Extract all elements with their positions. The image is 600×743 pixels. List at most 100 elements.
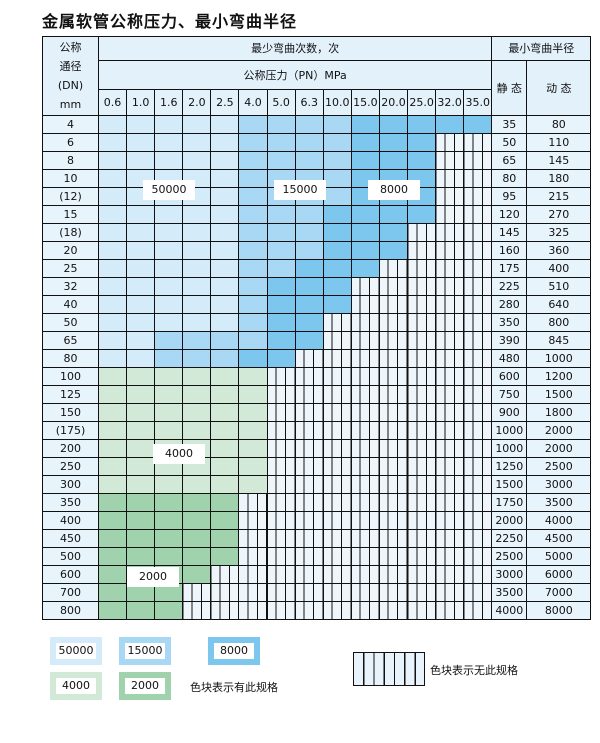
unavailable-cell	[463, 169, 493, 188]
unavailable-cell	[407, 421, 437, 440]
available-cell	[97, 205, 128, 224]
unavailable-cell	[322, 385, 352, 404]
available-cell	[154, 385, 184, 404]
dn-cell: 10	[42, 169, 99, 188]
dn-cell: (18)	[42, 223, 99, 242]
unavailable-cell	[463, 439, 493, 458]
unavailable-cell	[435, 277, 465, 296]
unavailable-cell	[350, 349, 380, 368]
available-cell	[154, 493, 184, 512]
pressure-col-header: 20.0	[378, 89, 409, 116]
available-cell	[154, 403, 184, 422]
unavailable-cell	[378, 565, 409, 584]
available-cell	[238, 385, 268, 404]
unavailable-cell	[350, 277, 380, 296]
dn-cell: 15	[42, 205, 99, 224]
available-cell	[238, 277, 268, 296]
unavailable-cell	[435, 187, 465, 206]
table-row: 50 350 800	[42, 313, 592, 332]
available-cell	[154, 133, 184, 152]
available-cell	[182, 565, 212, 584]
unavailable-cell	[463, 529, 493, 548]
pressure-col-header: 4.0	[238, 89, 268, 116]
unavailable-cell	[322, 331, 352, 350]
dn-cell: 20	[42, 241, 99, 260]
available-cell	[238, 169, 268, 188]
available-cell	[238, 223, 268, 242]
unavailable-cell	[407, 385, 437, 404]
available-cell	[350, 259, 380, 278]
dn-cell: 40	[42, 295, 99, 314]
available-cell	[210, 259, 240, 278]
unavailable-cell	[407, 601, 437, 620]
available-cell	[210, 385, 240, 404]
unavailable-cell	[350, 421, 380, 440]
unavailable-cell	[378, 583, 409, 602]
available-cell	[210, 295, 240, 314]
dynamic-radius-cell: 2000	[526, 421, 592, 440]
available-cell	[210, 493, 240, 512]
unavailable-cell	[463, 547, 493, 566]
unavailable-cell	[266, 385, 296, 404]
dynamic-header: 动 态	[526, 60, 592, 116]
unavailable-cell	[463, 601, 493, 620]
dynamic-radius-cell: 2500	[526, 457, 592, 476]
available-cell	[294, 313, 324, 332]
dynamic-radius-cell: 1200	[526, 367, 592, 386]
available-cell	[182, 493, 212, 512]
static-radius-cell: 480	[491, 349, 528, 368]
unavailable-cell	[350, 331, 380, 350]
dynamic-radius-cell: 800	[526, 313, 592, 332]
unavailable-cell	[378, 295, 409, 314]
unavailable-cell	[294, 403, 324, 422]
available-cell	[210, 223, 240, 242]
unavailable-cell	[294, 511, 324, 530]
unavailable-cell	[435, 133, 465, 152]
available-cell	[154, 331, 184, 350]
dn-cell: 450	[42, 529, 99, 548]
unavailable-cell	[463, 241, 493, 260]
dynamic-radius-cell: 5000	[526, 547, 592, 566]
unavailable-cell	[463, 205, 493, 224]
unavailable-cell	[435, 313, 465, 332]
dn-cell: 600	[42, 565, 99, 584]
dn-cell: 250	[42, 457, 99, 476]
unavailable-cell	[407, 241, 437, 260]
available-cell	[322, 115, 352, 134]
table-row: 80 480 1000	[42, 349, 592, 368]
available-cell	[182, 529, 212, 548]
unavailable-cell	[294, 475, 324, 494]
unavailable-cell	[435, 439, 465, 458]
static-radius-cell: 1500	[491, 475, 528, 494]
unavailable-cell	[407, 583, 437, 602]
available-cell	[182, 151, 212, 170]
unavailable-cell	[463, 475, 493, 494]
available-cell	[154, 583, 184, 602]
available-cell	[154, 205, 184, 224]
unavailable-cell	[435, 385, 465, 404]
page-title: 金属软管公称压力、最小弯曲半径	[42, 12, 298, 31]
unavailable-cell	[463, 313, 493, 332]
available-cell	[126, 313, 156, 332]
available-cell	[210, 169, 240, 188]
dn-cell: 32	[42, 277, 99, 296]
unavailable-cell	[322, 565, 352, 584]
available-cell	[126, 547, 156, 566]
dn-cell: (175)	[42, 421, 99, 440]
unavailable-cell	[294, 547, 324, 566]
unavailable-cell	[463, 223, 493, 242]
available-cell	[350, 205, 380, 224]
available-cell	[322, 133, 352, 152]
available-cell	[238, 313, 268, 332]
table-row: 20 160 360	[42, 241, 592, 260]
unavailable-cell	[435, 403, 465, 422]
dn-cell: 400	[42, 511, 99, 530]
static-radius-cell: 1000	[491, 421, 528, 440]
unavailable-cell	[378, 277, 409, 296]
available-cell	[97, 313, 128, 332]
table-row: 65 390 845	[42, 331, 592, 350]
dynamic-radius-cell: 270	[526, 205, 592, 224]
available-cell	[97, 601, 128, 620]
static-radius-cell: 2000	[491, 511, 528, 530]
available-cell	[182, 367, 212, 386]
